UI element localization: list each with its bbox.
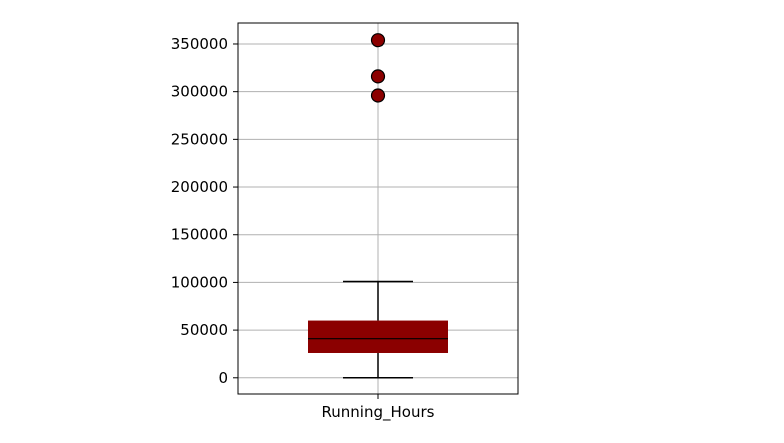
iqr-box [308, 320, 448, 353]
x-tick-label: Running_Hours [322, 403, 435, 422]
y-tick-label: 150000 [171, 226, 228, 244]
y-tick-label: 100000 [171, 273, 228, 291]
y-tick-label: 250000 [171, 130, 228, 148]
outlier-point [370, 69, 386, 84]
y-tick-label: 50000 [180, 321, 228, 339]
outlier-point [370, 88, 386, 103]
outlier-point [370, 33, 386, 48]
axes [233, 22, 519, 399]
y-tick-label: 300000 [171, 83, 228, 101]
y-tick-label: 350000 [171, 35, 228, 53]
y-tick-label: 200000 [171, 178, 228, 196]
box-group [308, 33, 448, 379]
y-tick-label: 0 [218, 369, 228, 387]
tick-labels: 0 50000 100000 150000 200000 250000 300000 3500… [171, 35, 435, 422]
